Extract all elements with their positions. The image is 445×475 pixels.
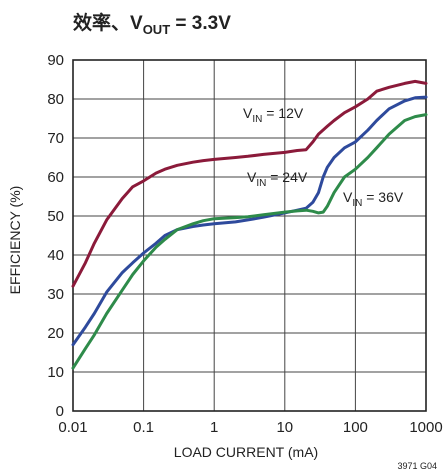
y-tick-label: 40: [47, 247, 64, 264]
y-tick-label: 20: [47, 325, 64, 342]
chart-title-suffix: = 3.3V: [170, 13, 231, 34]
series-label-vin-12v: VIN = 12V: [243, 105, 304, 125]
y-axis-label: EFFICIENCY (%): [7, 186, 23, 295]
series-label-vin-24v: VIN = 24V: [247, 169, 308, 189]
y-axis-ticks: 0 10 20 30 40 50 60 70 80 90: [47, 52, 64, 420]
x-tick-label: 10: [276, 419, 293, 436]
series-lines: [71, 79, 428, 370]
plot-area: [72, 59, 427, 412]
y-tick-label: 10: [47, 364, 64, 381]
y-tick-label: 60: [47, 169, 64, 186]
series-line-vin-24v: [71, 95, 428, 347]
y-tick-label: 0: [56, 403, 64, 420]
series-line-vin-36v: [71, 113, 428, 370]
figure-code: 3971 G04: [397, 461, 437, 471]
y-tick-label: 30: [47, 286, 64, 303]
chart-title-prefix: 效率、V: [73, 11, 143, 34]
x-tick-label: 1000: [409, 419, 442, 436]
x-tick-label: 0.1: [133, 419, 154, 436]
chart-title: 效率、VOUT = 3.3V: [73, 11, 231, 37]
x-tick-label: 1: [210, 419, 218, 436]
x-axis-label: LOAD CURRENT (mA): [174, 444, 318, 460]
y-tick-label: 50: [47, 208, 64, 225]
y-tick-label: 90: [47, 52, 64, 69]
chart-title-sub: OUT: [143, 22, 171, 37]
series-label-vin-36v: VIN = 36V: [343, 189, 404, 209]
y-tick-label: 70: [47, 130, 64, 147]
y-tick-label: 80: [47, 91, 64, 108]
x-axis-ticks: 0.01 0.1 1 10 100 1000: [58, 419, 442, 436]
series-line-vin-12v: [71, 79, 428, 288]
x-tick-label: 0.01: [58, 419, 87, 436]
x-tick-label: 100: [343, 419, 368, 436]
